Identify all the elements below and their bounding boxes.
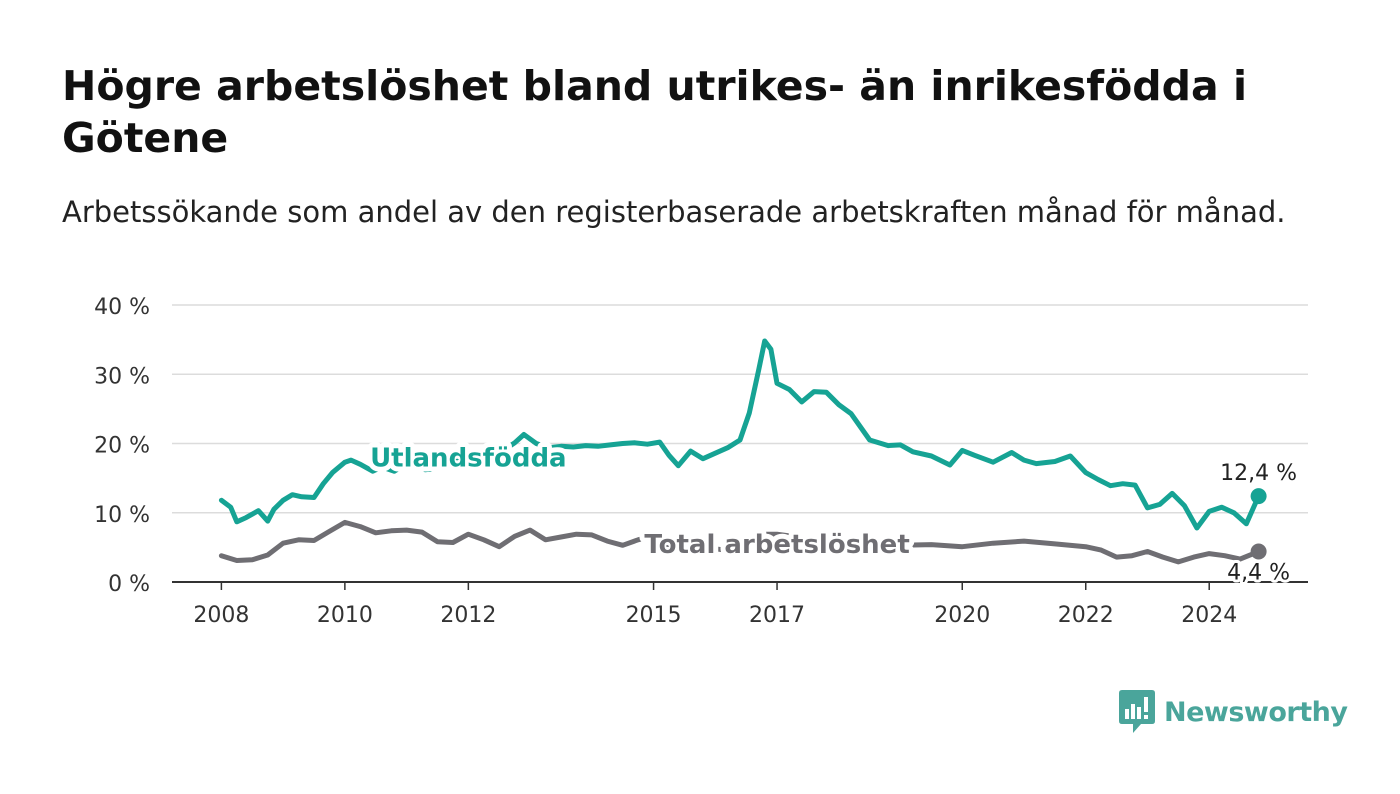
series-end-point-1	[1250, 543, 1267, 560]
x-tick-label: 2010	[317, 603, 373, 628]
series-line-1	[218, 519, 1262, 565]
x-tick-label: 2015	[626, 603, 682, 628]
series-end-point-0	[1250, 488, 1267, 505]
x-tick-label: 2008	[193, 603, 249, 628]
y-tick-label: 0 %	[108, 572, 150, 597]
page-subtitle: Arbetssökande som andel av den registerb…	[62, 195, 1286, 229]
x-tick-label: 2017	[749, 603, 805, 628]
series-line-0	[218, 338, 1262, 531]
x-tick-label: 2022	[1058, 603, 1114, 628]
newsworthy-logo: Newsworthy	[1119, 690, 1348, 734]
series-label-0: Utlandsfödda	[370, 443, 567, 473]
x-tick-label: 2024	[1181, 603, 1237, 628]
page-title: Högre arbetslöshet bland utrikes- än inr…	[62, 62, 1247, 162]
y-tick-label: 10 %	[94, 503, 150, 528]
x-tick-label: 2012	[440, 603, 496, 628]
y-tick-label: 20 %	[94, 434, 150, 459]
x-tick-label: 2020	[934, 603, 990, 628]
y-tick-label: 40 %	[94, 295, 150, 320]
series-end-label-0: 12,4 %	[1220, 461, 1297, 486]
series-label-1: Total arbetslöshet	[644, 530, 909, 560]
bar-chart-speech-bubble-icon	[1119, 690, 1155, 733]
series-end-label-1: 4,4 %	[1227, 561, 1290, 586]
y-tick-label: 30 %	[94, 364, 150, 389]
brand-name: Newsworthy	[1164, 696, 1348, 728]
